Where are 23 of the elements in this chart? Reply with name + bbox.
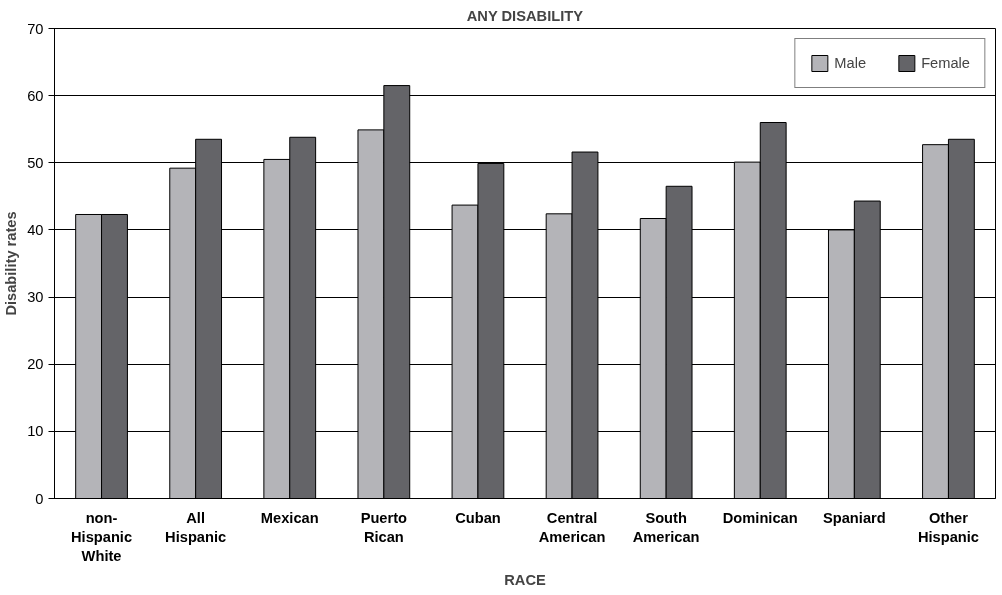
y-tick-label: 50 <box>27 154 44 171</box>
x-tick-label: Other Hispanic <box>917 509 979 545</box>
y-tick-label: 20 <box>27 356 44 373</box>
legend-label: Male <box>834 55 867 71</box>
y-tick-label: 40 <box>27 221 44 238</box>
y-tick-label: 60 <box>27 87 44 104</box>
x-tick-label: South American <box>632 509 700 545</box>
y-axis-title: Disability rates <box>3 211 20 316</box>
legend-label: Female <box>921 55 970 71</box>
y-tick-label: 70 <box>27 20 44 37</box>
x-tick-label: non- Hispanic White <box>71 509 133 564</box>
y-tick-label: 10 <box>27 423 44 440</box>
x-tick-label: Dominican <box>722 509 798 526</box>
y-tick-label: 30 <box>27 289 44 306</box>
x-axis-title: RACE <box>504 571 546 588</box>
chart-title: ANY DISABILITY <box>466 7 584 24</box>
x-tick-label: Mexican <box>260 509 319 526</box>
x-tick-label: Cuban <box>455 509 501 526</box>
x-tick-label: Puerto Rican <box>360 509 408 545</box>
x-tick-label: Spaniard <box>822 509 886 526</box>
x-tick-label: All Hispanic <box>165 509 227 545</box>
y-tick-label: 0 <box>35 490 44 507</box>
x-tick-label: Central American <box>538 509 606 545</box>
